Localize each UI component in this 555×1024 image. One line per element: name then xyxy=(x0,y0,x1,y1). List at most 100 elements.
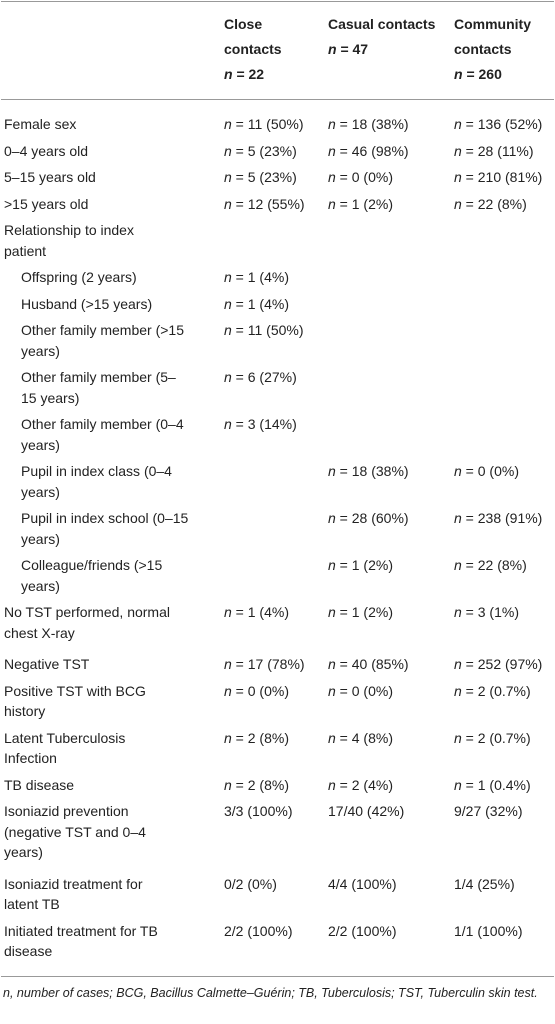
table-cell: 1/1 (100%) xyxy=(454,922,523,939)
table-row: Offspring (2 years) n = 1 (4%) xyxy=(1,264,554,291)
table-row: Other family member (0–4 years) n = 3 (14… xyxy=(1,411,554,458)
table-cell: n = 22 (8%) xyxy=(454,557,527,573)
table-cell: n = 1 (0.4%) xyxy=(454,776,531,793)
header-title: Close contacts xyxy=(224,16,282,57)
table-cell: n = 0 (0%) xyxy=(328,682,393,699)
row-label: Female sex xyxy=(4,116,77,132)
table-cell: n = 28 (11%) xyxy=(454,142,534,159)
table-cell: n = 22 (8%) xyxy=(454,195,527,212)
table-cell: n = 11 (50%) xyxy=(224,322,304,338)
table-cell: n = 2 (0.7%) xyxy=(454,729,531,746)
table-cell: 1/4 (25%) xyxy=(454,875,515,892)
row-label: Isoniazid prevention (negative TST and 0… xyxy=(4,803,146,860)
table-cell xyxy=(451,317,554,364)
header-n: n = 22 xyxy=(224,66,265,82)
table-cell xyxy=(451,364,554,411)
table-cell xyxy=(221,505,325,552)
row-label: TB disease xyxy=(4,776,75,793)
table-row: Other family member (5–15 years) n = 6 (2… xyxy=(1,364,554,411)
table-cell: n = 3 (14%) xyxy=(224,416,297,432)
table-cell: 0/2 (0%) xyxy=(224,875,277,892)
table-cell xyxy=(451,411,554,458)
table-cell: n = 5 (23%) xyxy=(224,169,297,185)
table-row: Isoniazid prevention (negative TST and 0… xyxy=(1,798,554,866)
header-title: Casual contacts xyxy=(328,16,436,32)
row-label: Positive TST with BCG history xyxy=(4,682,146,720)
table-cell: n = 2 (4%) xyxy=(328,776,393,793)
table-cell: n = 2 (8%) xyxy=(224,729,289,746)
table-row: Pupil in index class (0–4 years) n = 18 (… xyxy=(1,458,554,505)
header-cell: Close contacts n = 22 xyxy=(221,2,325,100)
table-cell: n = 238 (91%) xyxy=(454,510,543,526)
table-cell xyxy=(221,217,554,264)
header-cell: Casual contacts n = 47 xyxy=(325,2,451,100)
table-cell: n = 2 (8%) xyxy=(224,776,289,793)
table-cell: n = 17 (78%) xyxy=(224,656,305,672)
table-container: Close contacts n = 22 Casual contacts n = 4… xyxy=(0,1,555,1003)
table-cell: 4/4 (100%) xyxy=(328,875,397,892)
table-row: >15 years old n = 12 (55%) n = 1 (2%) n = 2… xyxy=(1,191,554,218)
table-cell xyxy=(221,458,325,505)
table-cell: n = 28 (60%) xyxy=(328,510,409,526)
row-label: Offspring (2 years) xyxy=(21,269,137,285)
row-label: Pupil in index school (0–15 years) xyxy=(21,510,189,547)
header-n: n = 47 xyxy=(328,41,369,57)
header-n: n = 260 xyxy=(454,66,502,82)
header-title: Community contacts xyxy=(454,16,531,57)
row-label: Pupil in index class (0–4 years) xyxy=(21,463,172,500)
row-label: No TST performed, normal chest X-ray xyxy=(4,604,170,641)
table-row: Negative TST n = 17 (78%) n = 40 (85%) n = … xyxy=(1,646,554,678)
table-cell xyxy=(451,291,554,318)
table-row: Other family member (>15 years) n = 11 (5… xyxy=(1,317,554,364)
row-label: Negative TST xyxy=(4,656,90,672)
table-cell: 2/2 (100%) xyxy=(328,922,397,939)
data-table: Close contacts n = 22 Casual contacts n = 4… xyxy=(1,1,554,977)
table-cell: n = 18 (38%) xyxy=(328,463,409,479)
table-row: Female sex n = 11 (50%) n = 18 (38%) n = 13… xyxy=(1,100,554,138)
table-row: Relationship to index patient xyxy=(1,217,554,264)
row-label: Other family member (>15 years) xyxy=(21,322,184,359)
table-cell: n = 136 (52%) xyxy=(454,116,543,132)
table-cell: n = 1 (2%) xyxy=(328,557,393,573)
row-label: 0–4 years old xyxy=(4,142,89,159)
table-row: Isoniazid treatment for latent TB 0/2 (0%… xyxy=(1,866,554,918)
row-label: Latent Tuberculosis Infection xyxy=(4,729,126,767)
table-row: Colleague/friends (>15 years) n = 1 (2%) n… xyxy=(1,552,554,599)
row-label: Other family member (0–4 years) xyxy=(21,416,184,453)
table-cell: n = 2 (0.7%) xyxy=(454,682,531,699)
header-cell xyxy=(1,2,221,100)
table-cell xyxy=(221,552,325,599)
table-cell: n = 3 (1%) xyxy=(454,604,519,620)
row-label: Initiated treatment for TB disease xyxy=(4,922,158,960)
table-cell: n = 6 (27%) xyxy=(224,369,297,385)
table-cell: n = 46 (98%) xyxy=(328,142,409,159)
table-cell: n = 1 (2%) xyxy=(328,195,393,212)
table-cell xyxy=(325,364,451,411)
table-cell: n = 11 (50%) xyxy=(224,116,304,132)
table-cell: n = 0 (0%) xyxy=(454,463,519,479)
row-label: Husband (>15 years) xyxy=(21,295,153,312)
row-label: Colleague/friends (>15 years) xyxy=(21,557,163,594)
table-cell: n = 1 (4%) xyxy=(224,269,289,285)
row-label: >15 years old xyxy=(4,195,89,212)
table-body: Female sex n = 11 (50%) n = 18 (38%) n = 13… xyxy=(1,100,554,977)
table-cell: n = 4 (8%) xyxy=(328,729,393,746)
table-row: No TST performed, normal chest X-ray n = … xyxy=(1,599,554,646)
table-cell: n = 1 (4%) xyxy=(224,295,289,312)
table-cell: n = 12 (55%) xyxy=(224,195,305,212)
footnote: n, number of cases; BCG, Bacillus Calmet… xyxy=(3,985,538,1000)
row-label: 5–15 years old xyxy=(4,169,96,185)
table-cell: n = 0 (0%) xyxy=(224,682,289,699)
table-cell: 17/40 (42%) xyxy=(328,803,405,819)
table-cell xyxy=(325,264,451,291)
header-row: Close contacts n = 22 Casual contacts n = 4… xyxy=(1,1,554,100)
table-cell: n = 1 (4%) xyxy=(224,604,289,620)
header-cell: Community contacts n = 260 xyxy=(451,2,554,100)
table-row: Initiated treatment for TB disease 2/2 (1… xyxy=(1,918,554,977)
table-row: Positive TST with BCG history n = 0 (0%) n… xyxy=(1,678,554,725)
table-cell: n = 18 (38%) xyxy=(328,116,409,132)
table-cell xyxy=(325,317,451,364)
table-cell: n = 40 (85%) xyxy=(328,656,409,672)
table-row: 5–15 years old n = 5 (23%) n = 0 (0%) n = 2… xyxy=(1,164,554,191)
